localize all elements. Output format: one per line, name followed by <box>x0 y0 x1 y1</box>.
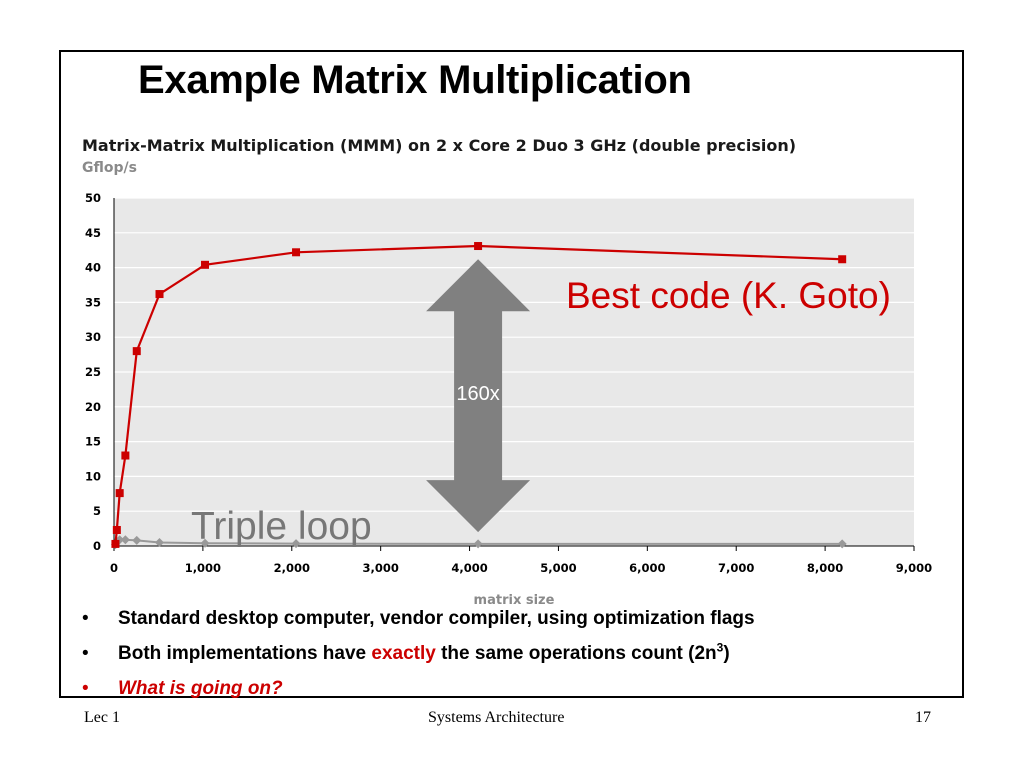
bullet-text: Both implementations have <box>118 643 372 664</box>
series-layer <box>110 242 847 550</box>
best-data-point <box>112 525 121 534</box>
y-tick-label: 20 <box>85 400 101 414</box>
best-code-annotation: Best code (K. Goto) <box>566 275 891 316</box>
y-tick-label: 15 <box>85 435 101 449</box>
triple-data-point <box>120 535 130 545</box>
bullet-list: Standard desktop computer, vendor compil… <box>74 605 755 710</box>
best-data-point <box>838 255 847 264</box>
bullet-text: Standard desktop computer, vendor compil… <box>118 608 755 629</box>
triple-data-point <box>132 535 142 545</box>
best-data-point <box>292 248 301 257</box>
triple-loop-annotation: Triple loop <box>191 505 372 548</box>
footer-page-number: 17 <box>915 709 931 726</box>
x-tick-label: 5,000 <box>540 561 576 575</box>
y-tick-label: 45 <box>85 226 101 240</box>
chart-title: Matrix-Matrix Multiplication (MMM) on 2 … <box>82 136 797 155</box>
y-tick-label: 25 <box>85 365 101 379</box>
y-tick-label: 30 <box>85 330 101 344</box>
x-tick-label: 2,000 <box>274 561 310 575</box>
triple-data-point <box>473 539 483 549</box>
x-tick-labels: 0 1,000 2,000 3,000 4,000 5,000 6,000 7,000 8,00… <box>110 561 932 575</box>
bullet-question: What is going on? <box>118 678 283 699</box>
y-tick-label: 40 <box>85 261 101 275</box>
y-tick-label: 35 <box>85 295 101 309</box>
best-data-point <box>115 489 124 498</box>
x-tick-label: 6,000 <box>629 561 665 575</box>
x-tick-label: 1,000 <box>185 561 221 575</box>
y-tick-label: 50 <box>85 191 101 205</box>
x-tick-label: 7,000 <box>718 561 754 575</box>
footer-course: Systems Architecture <box>428 709 565 726</box>
bullet-item: Both implementations have exactly the sa… <box>74 640 755 675</box>
best-series-line <box>114 244 843 545</box>
best-data-point <box>155 290 164 299</box>
triple-data-point <box>837 539 847 549</box>
best-data-point <box>121 451 130 460</box>
triple-data-point <box>155 538 165 548</box>
best-data-point <box>111 539 120 548</box>
axes <box>113 198 915 551</box>
best-data-point <box>132 347 141 356</box>
y-tick-label: 5 <box>93 504 101 518</box>
triple-data-point <box>291 539 301 549</box>
y-tick-labels: 0 5 10 15 20 25 30 35 40 45 50 <box>85 191 101 553</box>
x-tick-label: 8,000 <box>807 561 843 575</box>
bullet-item: What is going on? <box>74 675 755 710</box>
bullet-text: ) <box>723 643 730 664</box>
bullet-item: Standard desktop computer, vendor compil… <box>74 605 755 640</box>
bullet-exponent: 3 <box>716 640 724 655</box>
y-tick-label: 10 <box>85 469 101 483</box>
double-arrow-icon <box>426 259 531 533</box>
slide-title: Example Matrix Multiplication <box>138 58 692 102</box>
x-tick-label: 4,000 <box>451 561 487 575</box>
best-data-point <box>201 260 210 269</box>
triple-data-point <box>200 538 210 548</box>
bullet-text: the same operations count (2n <box>435 643 717 664</box>
best-data-point <box>474 242 483 251</box>
chart-y-axis-label: Gflop/s <box>82 160 137 176</box>
footer-lecture: Lec 1 <box>84 709 120 726</box>
x-tick-label: 9,000 <box>896 561 932 575</box>
ratio-annotation: 160x <box>456 383 499 405</box>
y-tick-label: 0 <box>93 539 101 553</box>
x-tick-label: 0 <box>110 561 118 575</box>
x-tick-label: 3,000 <box>362 561 398 575</box>
bullet-emphasis: exactly <box>371 643 436 664</box>
